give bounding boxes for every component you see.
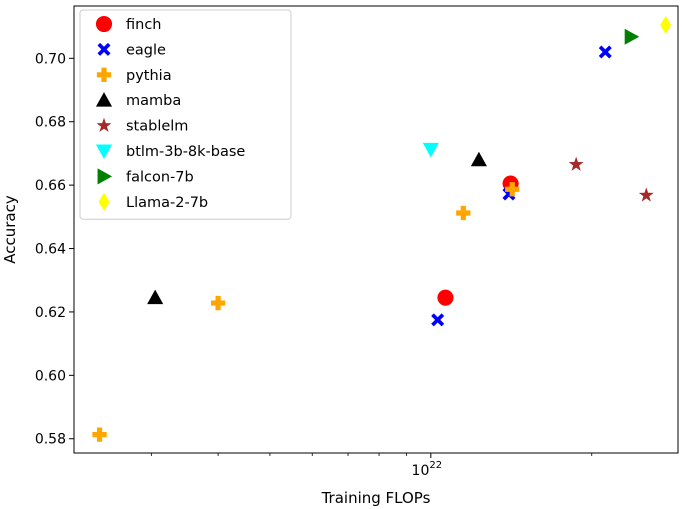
legend-label: mamba [126, 93, 181, 109]
legend-label: eagle [126, 42, 166, 58]
y-axis-ticks: 0.58 0.60 0.62 0.64 0.66 0.68 0.70 [35, 51, 74, 448]
legend-label: btlm-3b-8k-base [126, 144, 245, 160]
plot-frame [73, 5, 679, 454]
legend-label: Llama-2-7b [126, 195, 208, 211]
legend-marker [95, 92, 113, 107]
data-point [422, 142, 439, 158]
y-tick-label: 0.64 [35, 242, 66, 258]
legend-marker [97, 168, 113, 185]
data-point [598, 45, 612, 59]
data-point [437, 289, 454, 306]
y-tick-label: 0.68 [35, 115, 66, 131]
x-axis-ticks: 1022 [150, 453, 593, 479]
series-pythia [92, 182, 520, 442]
y-tick-label: 0.62 [35, 305, 66, 321]
series-llama-2-7b [660, 15, 672, 35]
legend-marker [96, 67, 112, 82]
x-axis-label: Training FLOPs [321, 489, 431, 507]
data-point [505, 182, 520, 197]
y-tick-label: 0.66 [35, 178, 66, 194]
x-tick-exponent: 22 [429, 460, 442, 471]
series-falcon-7b [624, 28, 640, 45]
data-point [431, 313, 445, 327]
data-point [568, 156, 584, 171]
series-eagle [431, 45, 612, 327]
data-markers [92, 15, 672, 442]
data-point [210, 295, 226, 311]
y-tick-label: 0.58 [35, 432, 66, 448]
legend-label: pythia [126, 68, 172, 84]
legend-marker [95, 144, 113, 160]
series-stablelm [568, 156, 654, 202]
series-btlm-3b-8k-base [422, 142, 439, 158]
legend: finch eagle pythia mamba stablelm btlm-3b-8k-… [79, 9, 292, 220]
data-point [638, 187, 654, 202]
data-point [624, 28, 640, 45]
legend-marker [98, 192, 110, 211]
legend-marker [95, 15, 113, 33]
y-axis-label: Accuracy [1, 195, 19, 264]
data-point [456, 205, 471, 221]
legend-box [79, 9, 292, 220]
legend-marker [97, 42, 111, 56]
y-tick-label: 0.60 [35, 368, 66, 384]
x-tick-label: 1022 [412, 460, 443, 479]
series-mamba [147, 151, 487, 305]
data-point [147, 289, 164, 305]
data-point [92, 427, 107, 442]
legend-label: falcon-7b [126, 169, 194, 185]
y-tick-label: 0.70 [35, 51, 66, 67]
legend-marker [96, 117, 112, 132]
data-point [470, 151, 487, 167]
legend-label: stablelm [126, 119, 188, 135]
data-point [660, 15, 672, 35]
legend-label: finch [126, 17, 162, 33]
